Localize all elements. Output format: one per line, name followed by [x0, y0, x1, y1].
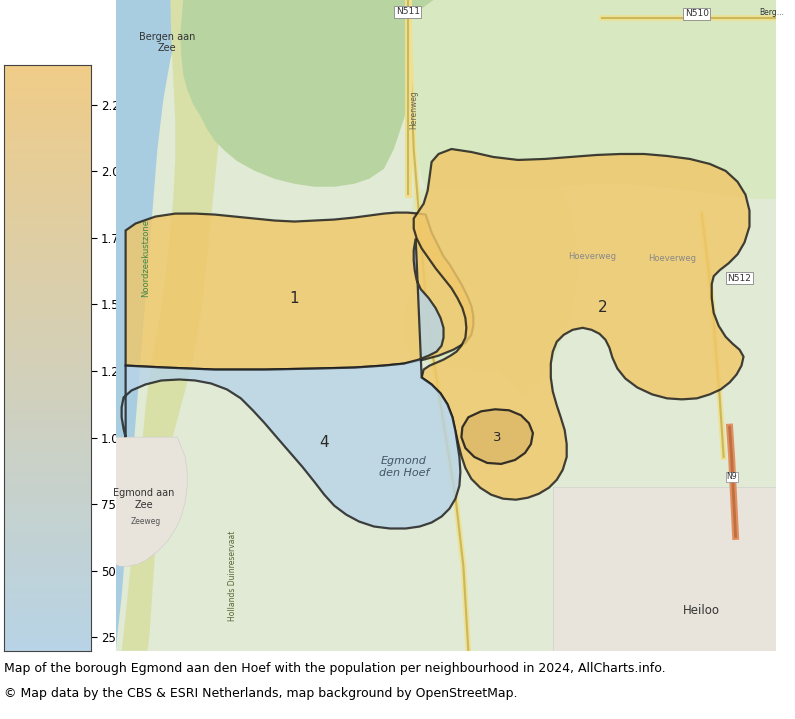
Polygon shape [553, 487, 776, 651]
Text: Egmond
den Hoef: Egmond den Hoef [378, 456, 429, 477]
Text: Noordzeekustzone: Noordzeekustzone [141, 219, 150, 297]
Polygon shape [126, 213, 473, 370]
Polygon shape [404, 189, 578, 395]
Text: Heiloo: Heiloo [684, 605, 720, 618]
Polygon shape [413, 149, 750, 500]
Text: 1: 1 [289, 290, 299, 306]
Polygon shape [180, 0, 433, 187]
Text: © Map data by the CBS & ESRI Netherlands, map background by OpenStreetMap.: © Map data by the CBS & ESRI Netherlands… [4, 687, 518, 700]
Text: 4: 4 [320, 434, 329, 449]
Polygon shape [116, 0, 177, 651]
Text: Bergen aan
Zee: Bergen aan Zee [139, 32, 196, 53]
Text: 2: 2 [598, 301, 607, 316]
Text: N511: N511 [396, 7, 420, 17]
Polygon shape [461, 409, 533, 464]
Text: Hollands Duinreservaat: Hollands Duinreservaat [228, 531, 238, 621]
Text: Herenweg: Herenweg [409, 90, 418, 129]
Text: Map of the borough Egmond aan den Hoef with the population per neighbourhood in : Map of the borough Egmond aan den Hoef w… [4, 662, 665, 675]
Polygon shape [122, 0, 230, 651]
Text: Hoeverweg: Hoeverweg [648, 254, 696, 262]
Text: Egmond aan
Zee: Egmond aan Zee [113, 488, 174, 510]
Text: N512: N512 [727, 274, 751, 283]
Text: Hoeverweg: Hoeverweg [568, 252, 617, 261]
Text: Berg...: Berg... [759, 8, 785, 17]
Text: N510: N510 [684, 9, 709, 19]
Polygon shape [116, 437, 187, 567]
Polygon shape [122, 239, 460, 528]
Polygon shape [405, 0, 776, 201]
Text: N9: N9 [727, 472, 737, 481]
Text: Zeeweg: Zeeweg [130, 517, 161, 526]
Text: 3: 3 [493, 431, 502, 444]
